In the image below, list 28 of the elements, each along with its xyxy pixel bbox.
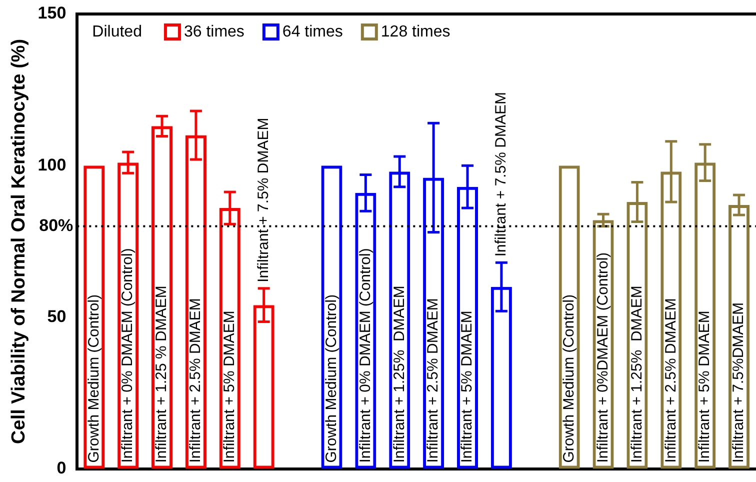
ref-line-label: 80% (39, 216, 74, 235)
x-tick-label: Infiltrant + 0% DMAEM (Control) (119, 248, 136, 463)
x-tick-label: Infiltrant + 2.5% DMAEM (424, 298, 442, 463)
x-tick-label: Growth Medium (Control) (560, 294, 578, 463)
x-tick-label: Infiltrant + 5% DMAEM (458, 310, 476, 463)
x-tick-label: Infiltrant + 0% DMAEM (Control) (356, 248, 374, 463)
x-tick-label: Infiltrant + 1.25% DMAEM (390, 286, 408, 463)
legend-label: 128 times (380, 23, 450, 40)
x-tick-label: Infiltrant + 7.5% DMAEM (254, 118, 272, 282)
y-tick-label: 150 (38, 4, 66, 23)
x-tick-label: Infiltrant + 7.5% DMAEM (492, 92, 510, 257)
x-tick-label: Infiltrant + 7.5%DMAEM (730, 302, 748, 463)
x-tick-label: Infiltrant + 0%DMAEM (Control) (594, 252, 612, 463)
y-axis-title: Cell Viability of Normal Oral Keratinocyte (%) (8, 38, 30, 444)
y-tick-label: 0 (56, 458, 66, 478)
x-tick-label: Infiltrant + 2.5% DMAEM (662, 298, 680, 463)
x-tick-label: Infiltrant + 1.25 % DMAEM (153, 286, 170, 463)
legend-label: 64 times (282, 23, 343, 40)
legend-label: 36 times (184, 23, 244, 40)
x-tick-label: Growth Medium (Control) (85, 294, 102, 463)
y-tick-label: 50 (47, 306, 66, 326)
x-tick-label: Growth Medium (Control) (322, 294, 340, 463)
x-tick-label: Infiltrant + 2.5% DMAEM (187, 298, 204, 463)
x-tick-label: Infiltrant + 1.25% DMAEM (628, 286, 646, 463)
y-tick-label: 100 (38, 155, 66, 174)
x-tick-label: Infiltrant + 5% DMAEM (221, 310, 238, 463)
legend-title: Diluted (92, 23, 142, 40)
x-tick-label: Infiltrant + 5% DMAEM (696, 310, 714, 463)
